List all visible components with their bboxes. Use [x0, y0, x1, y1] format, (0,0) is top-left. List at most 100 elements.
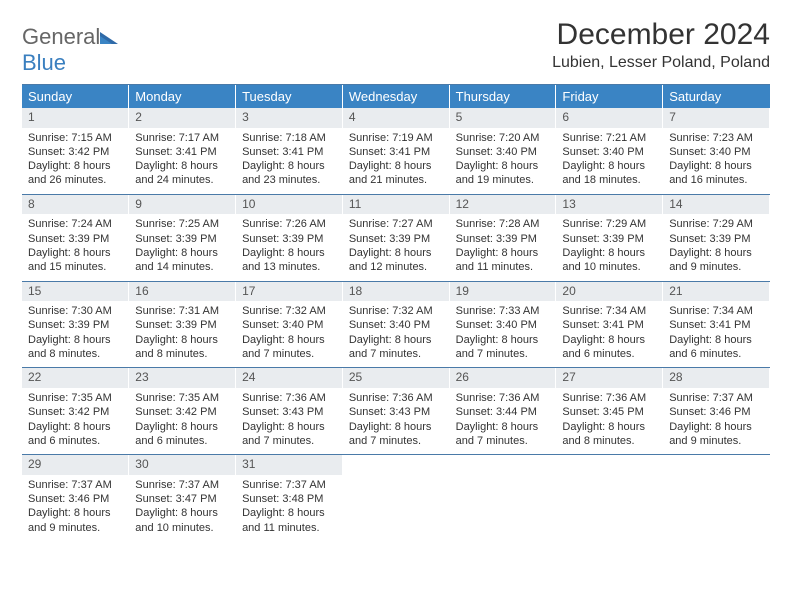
- day-cell: 13Sunrise: 7:29 AMSunset: 3:39 PMDayligh…: [556, 194, 663, 281]
- day-body: Sunrise: 7:17 AMSunset: 3:41 PMDaylight:…: [129, 128, 235, 194]
- sunset: Sunset: 3:45 PM: [562, 405, 656, 419]
- daylight: Daylight: 8 hours and 9 minutes.: [28, 506, 122, 535]
- day-number: 2: [129, 108, 235, 128]
- day-body: Sunrise: 7:33 AMSunset: 3:40 PMDaylight:…: [450, 301, 556, 367]
- sunset: Sunset: 3:41 PM: [135, 145, 229, 159]
- day-cell: 10Sunrise: 7:26 AMSunset: 3:39 PMDayligh…: [236, 194, 343, 281]
- day-number: 19: [450, 282, 556, 302]
- day-body: Sunrise: 7:24 AMSunset: 3:39 PMDaylight:…: [22, 214, 128, 280]
- day-cell: 15Sunrise: 7:30 AMSunset: 3:39 PMDayligh…: [22, 281, 129, 368]
- sunrise: Sunrise: 7:29 AM: [669, 217, 763, 231]
- sunset: Sunset: 3:41 PM: [562, 318, 656, 332]
- daylight: Daylight: 8 hours and 8 minutes.: [28, 333, 122, 362]
- daylight: Daylight: 8 hours and 7 minutes.: [349, 420, 443, 449]
- sunrise: Sunrise: 7:36 AM: [456, 391, 550, 405]
- day-cell: 5Sunrise: 7:20 AMSunset: 3:40 PMDaylight…: [449, 108, 556, 194]
- sunset: Sunset: 3:39 PM: [242, 232, 336, 246]
- col-fri: Friday: [556, 85, 663, 108]
- day-body: Sunrise: 7:21 AMSunset: 3:40 PMDaylight:…: [556, 128, 662, 194]
- day-body: Sunrise: 7:29 AMSunset: 3:39 PMDaylight:…: [663, 214, 769, 280]
- day-body: Sunrise: 7:32 AMSunset: 3:40 PMDaylight:…: [343, 301, 449, 367]
- sunset: Sunset: 3:42 PM: [28, 405, 122, 419]
- sunrise: Sunrise: 7:30 AM: [28, 304, 122, 318]
- daylight: Daylight: 8 hours and 26 minutes.: [28, 159, 122, 188]
- sunset: Sunset: 3:40 PM: [669, 145, 763, 159]
- calendar-body: 1Sunrise: 7:15 AMSunset: 3:42 PMDaylight…: [22, 108, 770, 541]
- day-body: Sunrise: 7:37 AMSunset: 3:47 PMDaylight:…: [129, 475, 235, 541]
- day-number: 29: [22, 455, 128, 475]
- sunset: Sunset: 3:41 PM: [349, 145, 443, 159]
- table-row: 8Sunrise: 7:24 AMSunset: 3:39 PMDaylight…: [22, 194, 770, 281]
- flag-icon: [100, 30, 118, 44]
- sunset: Sunset: 3:39 PM: [456, 232, 550, 246]
- day-cell: 0....: [663, 455, 770, 541]
- table-row: 29Sunrise: 7:37 AMSunset: 3:46 PMDayligh…: [22, 455, 770, 541]
- day-number: 17: [236, 282, 342, 302]
- day-number: 10: [236, 195, 342, 215]
- day-cell: 6Sunrise: 7:21 AMSunset: 3:40 PMDaylight…: [556, 108, 663, 194]
- day-body: Sunrise: 7:35 AMSunset: 3:42 PMDaylight:…: [129, 388, 235, 454]
- day-body: Sunrise: 7:28 AMSunset: 3:39 PMDaylight:…: [450, 214, 556, 280]
- sunset: Sunset: 3:40 PM: [456, 145, 550, 159]
- sunrise: Sunrise: 7:15 AM: [28, 131, 122, 145]
- col-mon: Monday: [129, 85, 236, 108]
- day-body: Sunrise: 7:27 AMSunset: 3:39 PMDaylight:…: [343, 214, 449, 280]
- day-cell: 23Sunrise: 7:35 AMSunset: 3:42 PMDayligh…: [129, 368, 236, 455]
- brand-name2: Blue: [22, 50, 66, 75]
- sunrise: Sunrise: 7:37 AM: [242, 478, 336, 492]
- day-cell: 0....: [449, 455, 556, 541]
- sunrise: Sunrise: 7:36 AM: [242, 391, 336, 405]
- sunset: Sunset: 3:39 PM: [135, 232, 229, 246]
- daylight: Daylight: 8 hours and 9 minutes.: [669, 246, 763, 275]
- day-cell: 16Sunrise: 7:31 AMSunset: 3:39 PMDayligh…: [129, 281, 236, 368]
- day-number: 31: [236, 455, 342, 475]
- day-number: 30: [129, 455, 235, 475]
- day-cell: 2Sunrise: 7:17 AMSunset: 3:41 PMDaylight…: [129, 108, 236, 194]
- location: Lubien, Lesser Poland, Poland: [552, 54, 770, 72]
- daylight: Daylight: 8 hours and 8 minutes.: [562, 420, 656, 449]
- day-number: 8: [22, 195, 128, 215]
- day-body: Sunrise: 7:29 AMSunset: 3:39 PMDaylight:…: [556, 214, 662, 280]
- daylight: Daylight: 8 hours and 19 minutes.: [456, 159, 550, 188]
- day-body: Sunrise: 7:19 AMSunset: 3:41 PMDaylight:…: [343, 128, 449, 194]
- day-body: Sunrise: 7:15 AMSunset: 3:42 PMDaylight:…: [22, 128, 128, 194]
- day-number: 25: [343, 368, 449, 388]
- sunset: Sunset: 3:46 PM: [28, 492, 122, 506]
- day-number: 11: [343, 195, 449, 215]
- brand-logo: General Blue: [22, 24, 118, 76]
- day-number: 6: [556, 108, 662, 128]
- day-number: 21: [663, 282, 769, 302]
- day-body: Sunrise: 7:20 AMSunset: 3:40 PMDaylight:…: [450, 128, 556, 194]
- daylight: Daylight: 8 hours and 7 minutes.: [456, 420, 550, 449]
- day-body: Sunrise: 7:32 AMSunset: 3:40 PMDaylight:…: [236, 301, 342, 367]
- day-number: 7: [663, 108, 769, 128]
- day-number: 14: [663, 195, 769, 215]
- day-cell: 21Sunrise: 7:34 AMSunset: 3:41 PMDayligh…: [663, 281, 770, 368]
- day-cell: 24Sunrise: 7:36 AMSunset: 3:43 PMDayligh…: [236, 368, 343, 455]
- sunrise: Sunrise: 7:35 AM: [135, 391, 229, 405]
- daylight: Daylight: 8 hours and 15 minutes.: [28, 246, 122, 275]
- day-cell: 9Sunrise: 7:25 AMSunset: 3:39 PMDaylight…: [129, 194, 236, 281]
- day-number: 4: [343, 108, 449, 128]
- sunrise: Sunrise: 7:25 AM: [135, 217, 229, 231]
- day-number: 12: [450, 195, 556, 215]
- day-cell: 8Sunrise: 7:24 AMSunset: 3:39 PMDaylight…: [22, 194, 129, 281]
- sunrise: Sunrise: 7:17 AM: [135, 131, 229, 145]
- day-body: Sunrise: 7:36 AMSunset: 3:45 PMDaylight:…: [556, 388, 662, 454]
- sunrise: Sunrise: 7:32 AM: [349, 304, 443, 318]
- header-row: Sunday Monday Tuesday Wednesday Thursday…: [22, 85, 770, 108]
- day-cell: 12Sunrise: 7:28 AMSunset: 3:39 PMDayligh…: [449, 194, 556, 281]
- sunrise: Sunrise: 7:37 AM: [28, 478, 122, 492]
- day-cell: 19Sunrise: 7:33 AMSunset: 3:40 PMDayligh…: [449, 281, 556, 368]
- day-body: Sunrise: 7:26 AMSunset: 3:39 PMDaylight:…: [236, 214, 342, 280]
- sunset: Sunset: 3:41 PM: [669, 318, 763, 332]
- daylight: Daylight: 8 hours and 12 minutes.: [349, 246, 443, 275]
- col-sat: Saturday: [663, 85, 770, 108]
- table-row: 1Sunrise: 7:15 AMSunset: 3:42 PMDaylight…: [22, 108, 770, 194]
- day-cell: 3Sunrise: 7:18 AMSunset: 3:41 PMDaylight…: [236, 108, 343, 194]
- sunset: Sunset: 3:48 PM: [242, 492, 336, 506]
- daylight: Daylight: 8 hours and 10 minutes.: [562, 246, 656, 275]
- day-body: Sunrise: 7:35 AMSunset: 3:42 PMDaylight:…: [22, 388, 128, 454]
- daylight: Daylight: 8 hours and 23 minutes.: [242, 159, 336, 188]
- sunrise: Sunrise: 7:26 AM: [242, 217, 336, 231]
